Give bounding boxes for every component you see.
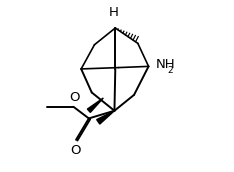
Text: 2: 2 bbox=[168, 66, 173, 75]
Polygon shape bbox=[97, 111, 114, 124]
Text: NH: NH bbox=[155, 58, 175, 71]
Polygon shape bbox=[87, 98, 103, 112]
Text: O: O bbox=[70, 144, 80, 157]
Text: H: H bbox=[109, 6, 119, 19]
Text: O: O bbox=[69, 91, 80, 104]
